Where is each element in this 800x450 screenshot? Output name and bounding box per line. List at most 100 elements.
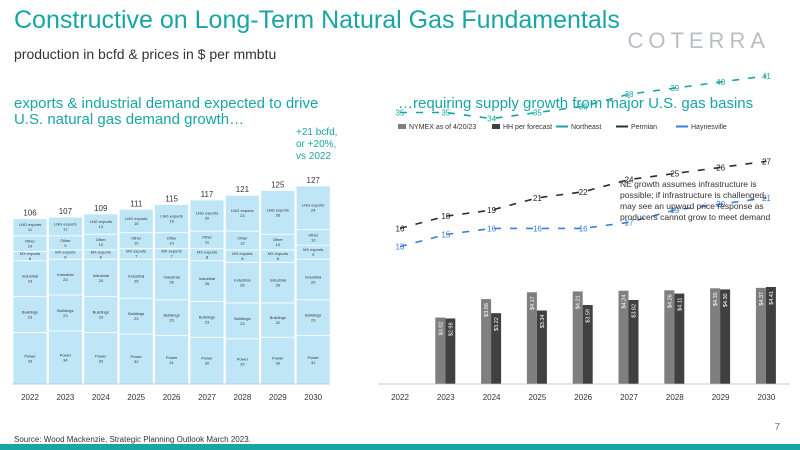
segment-value: 23 — [28, 315, 33, 320]
price-bar — [491, 313, 502, 384]
x-tick-label: 2025 — [127, 393, 145, 402]
bar-segment — [295, 258, 331, 301]
segment-label: Power — [272, 356, 284, 361]
segment-label: Industrial — [199, 276, 215, 281]
segment-value: 8 — [206, 255, 209, 260]
segment-label: LNG exports — [160, 214, 182, 219]
price-bar-label: $4.37 — [759, 292, 765, 306]
segment-label: Industrial — [57, 272, 73, 277]
legend-label: HH per forecast — [503, 124, 552, 131]
segment-label: MX exports — [126, 249, 146, 254]
page-number: 7 — [774, 422, 780, 433]
segment-value: 10 — [276, 242, 281, 247]
segment-label: Power — [24, 353, 36, 358]
x-tick-label: 2027 — [198, 393, 216, 402]
line-data-label: 17 — [625, 218, 634, 227]
bar-segment — [48, 258, 83, 296]
series-line — [399, 197, 767, 248]
segment-value: 12 — [63, 226, 68, 231]
segment-label: MX exports — [268, 251, 288, 256]
price-bar — [755, 287, 766, 384]
segment-value: 23 — [240, 321, 245, 326]
segment-label: Other — [237, 235, 248, 240]
segment-value: 9 — [64, 243, 67, 248]
segment-value: 24 — [311, 208, 316, 213]
segment-value: 11 — [28, 227, 33, 232]
segment-label: Other — [96, 237, 107, 242]
segment-label: Power — [237, 356, 249, 361]
bar-segment — [224, 261, 260, 304]
segment-label: Power — [308, 355, 320, 360]
segment-value: 24 — [99, 278, 104, 283]
line-data-label: 20 — [716, 200, 725, 209]
growth-callout: +21 bcfd, or +20%, vs 2022 — [296, 127, 356, 163]
total-label: 109 — [94, 204, 108, 213]
bar-segment — [154, 204, 190, 234]
price-bar — [664, 290, 675, 384]
total-label: 121 — [236, 185, 250, 194]
segment-value: 26 — [169, 279, 174, 284]
left-chart-title: exports & industrial demand expected to … — [14, 95, 319, 128]
price-bar-label: $3.82 — [632, 304, 638, 318]
total-label: 107 — [59, 207, 73, 216]
ne-growth-note: producers cannot grow to meet demand — [620, 212, 771, 222]
callout-line: vs 2022 — [296, 151, 332, 162]
bar-segment — [154, 335, 190, 385]
x-tick-label: 2029 — [712, 393, 730, 402]
x-tick-label: 2024 — [92, 393, 110, 402]
x-tick-label: 2028 — [666, 393, 684, 402]
segment-label: LNG exports — [267, 207, 289, 212]
line-data-label: 41 — [762, 72, 771, 81]
segment-label: MX exports — [303, 247, 323, 252]
segment-label: Buildings — [57, 308, 73, 313]
segment-value: 7 — [135, 254, 138, 259]
total-label: 117 — [201, 190, 214, 199]
bar-segment — [224, 194, 260, 232]
total-label: 127 — [307, 176, 321, 185]
line-data-label: 19 — [487, 206, 496, 215]
line-data-label: 13 — [396, 243, 405, 252]
segment-label: LNG exports — [302, 203, 324, 208]
line-data-label: 39 — [670, 84, 679, 93]
line-data-label: 34 — [487, 115, 496, 124]
segment-value: 28 — [276, 212, 281, 217]
segment-label: Power — [201, 356, 213, 361]
total-label: 106 — [23, 209, 37, 218]
segment-value: 9 — [312, 252, 315, 257]
segment-value: 13 — [99, 224, 104, 229]
segment-label: Industrial — [270, 278, 286, 283]
segment-label: Industrial — [22, 274, 38, 279]
price-bar-label: $4.21 — [576, 295, 582, 309]
segment-label: Buildings — [22, 310, 38, 315]
line-data-label: 21 — [762, 194, 771, 203]
segment-value: 31 — [311, 360, 316, 365]
line-data-label: 27 — [762, 157, 771, 166]
segment-label: Other — [25, 239, 36, 244]
x-tick-label: 2030 — [304, 393, 322, 402]
price-bar-label: $4.35 — [713, 292, 719, 306]
bar-segment — [154, 299, 190, 337]
line-data-label: 25 — [670, 170, 679, 179]
segment-label: Industrial — [163, 274, 179, 279]
legend-label: NYMEX as of 4/20/23 — [409, 124, 476, 131]
segment-label: LNG exports — [19, 222, 41, 227]
segment-label: Industrial — [128, 274, 144, 279]
line-data-label: 16 — [487, 224, 496, 233]
segment-label: Power — [60, 352, 72, 357]
segment-label: Buildings — [163, 313, 179, 318]
price-bar-label: $3.86 — [484, 303, 490, 317]
callout-line: +21 bcfd, — [296, 127, 338, 138]
segment-value: 23 — [99, 315, 104, 320]
price-bar-label: $4.17 — [530, 296, 536, 310]
x-tick-label: 2024 — [483, 393, 501, 402]
line-data-label: 24 — [625, 176, 634, 185]
bar-segment — [189, 260, 225, 302]
line-data-label: 35 — [441, 109, 450, 118]
x-tick-label: 2022 — [391, 393, 409, 402]
segment-label: Industrial — [305, 274, 321, 279]
line-data-label: 35 — [533, 109, 542, 118]
segment-label: Other — [60, 238, 71, 243]
segment-label: Power — [95, 353, 107, 358]
segment-value: 31 — [169, 360, 174, 365]
